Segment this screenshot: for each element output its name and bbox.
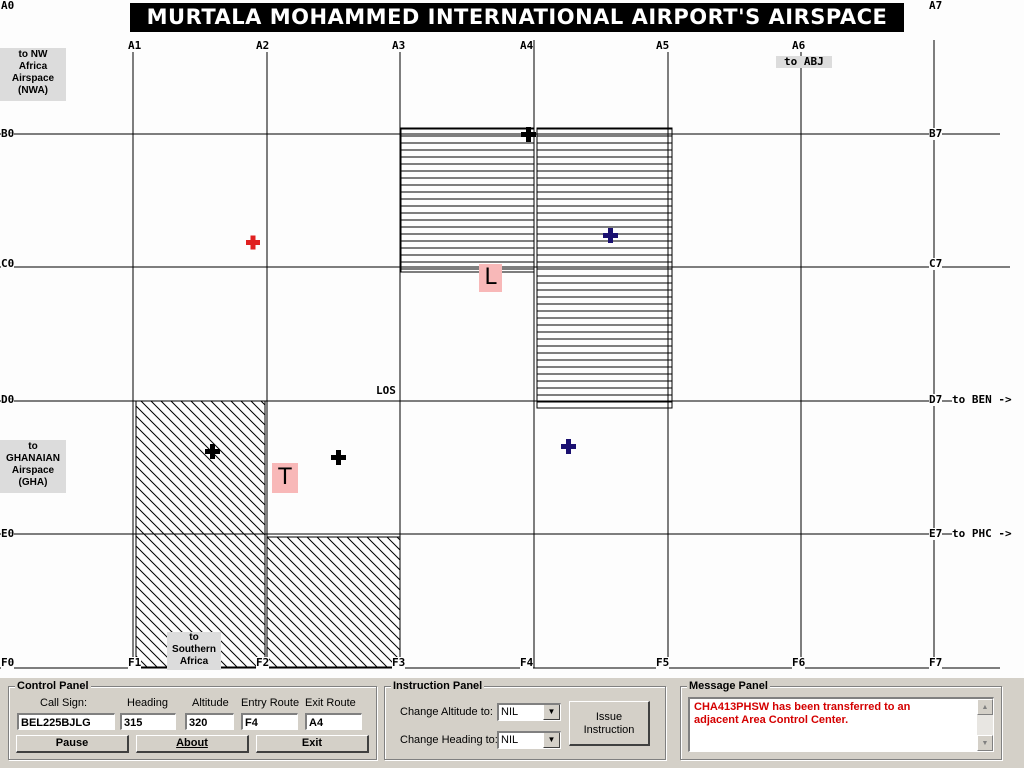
message-log[interactable]: CHA413PHSW has been transferred to an ad…: [688, 697, 994, 752]
route-box-gha: to GHANAIAN Airspace (GHA): [0, 440, 66, 493]
exit-route-label: Exit Route: [305, 697, 356, 709]
airspace-radar[interactable]: MURTALA MOHAMMED INTERNATIONAL AIRPORT'S…: [0, 0, 1024, 678]
grid-label-d7: D7: [929, 393, 943, 406]
instruction-panel-title: Instruction Panel: [391, 680, 485, 692]
grid-label-c7: C7: [929, 257, 943, 270]
route-label-ben: to BEN ->: [952, 393, 1012, 406]
change-heading-select[interactable]: NIL ▼: [497, 731, 561, 749]
route-box-south: to Southern Africa: [167, 632, 221, 670]
grid-label-d0: D0: [1, 393, 15, 406]
landing-marker: L: [479, 264, 502, 292]
aircraft-conflict[interactable]: [246, 235, 260, 250]
instruction-panel: Instruction Panel Change Altitude to: NI…: [384, 680, 666, 760]
landing-zone-lower: [536, 127, 673, 409]
route-box-nwa: to NW Africa Airspace (NWA): [0, 48, 66, 101]
grid-label-a6: A6: [792, 39, 806, 52]
issue-instruction-button[interactable]: Issue Instruction: [569, 701, 650, 746]
altitude-label: Altitude: [192, 697, 229, 709]
grid-label-a7: A7: [929, 0, 943, 12]
grid-label-a4: A4: [520, 39, 534, 52]
grid-label-c0: C0: [1, 257, 15, 270]
grid-label-f4: F4: [520, 656, 534, 669]
message-line: CHA413PHSW has been transferred to an: [694, 701, 911, 713]
change-altitude-select[interactable]: NIL ▼: [497, 703, 561, 721]
grid-label-f2: F2: [256, 656, 270, 669]
takeoff-zone-right: [266, 536, 401, 668]
chevron-down-icon[interactable]: ▼: [543, 705, 560, 720]
aircraft-in-zone[interactable]: [205, 444, 220, 459]
grid-label-e0: E0: [1, 527, 15, 540]
message-scrollbar[interactable]: ▲ ▼: [977, 699, 993, 751]
aircraft-navy[interactable]: [561, 439, 576, 454]
route-label-abj: to ABJ: [776, 56, 832, 68]
grid-label-a2: A2: [256, 39, 270, 52]
heading-label: Heading: [127, 697, 168, 709]
grid-label-f5: F5: [656, 656, 670, 669]
grid-label-a0: A0: [1, 0, 15, 12]
change-altitude-label: Change Altitude to:: [400, 706, 493, 718]
exit-route-field[interactable]: A4: [305, 713, 362, 730]
airspace-title: MURTALA MOHAMMED INTERNATIONAL AIRPORT'S…: [130, 3, 904, 32]
bottom-panels: Control Panel Call Sign: Heading Altitud…: [0, 678, 1024, 768]
grid-label-f3: F3: [392, 656, 406, 669]
grid-label-f7: F7: [929, 656, 943, 669]
scroll-up-icon[interactable]: ▲: [977, 699, 993, 715]
airport-los-label: LOS: [376, 384, 396, 397]
exit-button[interactable]: Exit: [256, 735, 369, 753]
control-panel-title: Control Panel: [15, 680, 91, 692]
altitude-field[interactable]: 320: [185, 713, 234, 730]
aircraft-d2[interactable]: [331, 450, 346, 465]
call-sign-label: Call Sign:: [40, 697, 88, 709]
grid-label-a5: A5: [656, 39, 670, 52]
message-panel: Message Panel CHA413PHSW has been transf…: [680, 680, 1002, 760]
message-panel-title: Message Panel: [687, 680, 770, 692]
entry-route-field[interactable]: F4: [241, 713, 298, 730]
pause-button[interactable]: Pause: [16, 735, 129, 753]
entry-route-label: Entry Route: [241, 697, 300, 709]
about-button[interactable]: About: [136, 735, 249, 753]
route-label-phc: to PHC ->: [952, 527, 1012, 540]
vertical-grid-lines: [132, 40, 935, 668]
landing-zone-upper: [400, 127, 535, 273]
grid-label-b0: B0: [1, 127, 15, 140]
horizontal-grid-lines: [0, 133, 1010, 669]
grid-label-b7: B7: [929, 127, 943, 140]
grid-label-a1: A1: [128, 39, 142, 52]
control-panel: Control Panel Call Sign: Heading Altitud…: [8, 680, 377, 760]
grid-label-f0: F0: [1, 656, 15, 669]
grid-label-f1: F1: [128, 656, 142, 669]
grid-label-e7: E7: [929, 527, 943, 540]
takeoff-marker: T: [272, 463, 298, 493]
airspace-grid: [0, 40, 1010, 669]
aircraft-selected[interactable]: [603, 228, 618, 243]
grid-label-a3: A3: [392, 39, 406, 52]
scroll-down-icon[interactable]: ▼: [977, 735, 993, 751]
heading-field[interactable]: 315: [120, 713, 176, 730]
grid-label-f6: F6: [792, 656, 806, 669]
message-line: adjacent Area Control Center.: [694, 714, 849, 726]
change-heading-label: Change Heading to:: [400, 734, 498, 746]
aircraft-at-a4[interactable]: [521, 127, 536, 142]
chevron-down-icon[interactable]: ▼: [543, 733, 560, 748]
call-sign-field[interactable]: BEL225BJLG: [17, 713, 115, 730]
